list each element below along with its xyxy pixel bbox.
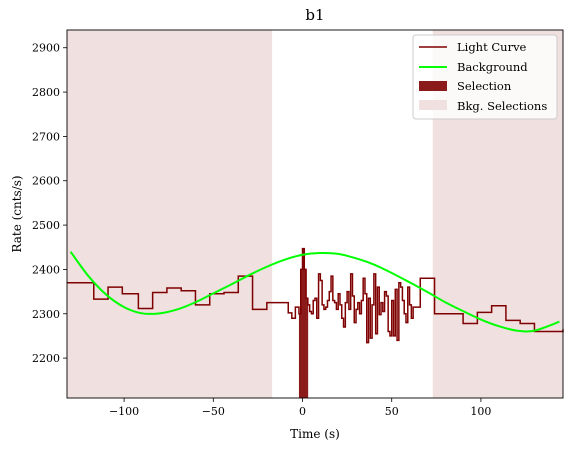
bkg-fill-bar: [223, 292, 239, 399]
bkg-fill-bar: [66, 282, 95, 399]
legend-light-curve-label: Light Curve: [457, 40, 527, 54]
y-axis: 2200 2300 2400 2500 2600 2700 2800 2900: [32, 42, 67, 365]
legend-frame: [412, 34, 558, 120]
legend-bkg-selections-swatch: [419, 100, 447, 110]
axes-frame: [66, 29, 564, 399]
bkg-fill-bar: [166, 287, 182, 399]
x-tick-label: 50: [385, 405, 399, 418]
selection-layer: [298, 248, 309, 398]
x-tick-label: 100: [470, 405, 491, 418]
legend-selection-swatch: [419, 81, 447, 91]
y-tick-label: 2700: [32, 130, 60, 143]
bkg-fill-bar: [448, 313, 464, 399]
bkg-fill-bar: [462, 323, 478, 399]
x-axis-label: Time (s): [290, 427, 340, 441]
legend-bkg-selections-label: Bkg. Selections: [457, 99, 547, 113]
bkg-fill-bar: [534, 331, 549, 399]
y-tick-label: 2300: [32, 308, 60, 321]
selection-bar: [302, 248, 305, 398]
x-axis: −100 −50 0 50 100: [109, 398, 491, 418]
chart-title: b1: [305, 6, 324, 24]
bkg-fill-bar: [195, 304, 210, 399]
y-tick-label: 2400: [32, 263, 60, 276]
legend-background-label: Background: [457, 60, 528, 74]
bkg-fill-bar: [238, 275, 253, 399]
bkg-fill-bar: [505, 320, 521, 399]
y-tick-label: 2600: [32, 175, 60, 188]
x-tick-label: −100: [109, 405, 139, 418]
x-tick-label: −50: [202, 405, 225, 418]
y-tick-label: 2500: [32, 219, 60, 232]
bkg-fill-bar: [548, 331, 564, 399]
selection-bar: [300, 269, 303, 398]
legend-selection-label: Selection: [457, 79, 512, 93]
selection-bar: [298, 313, 302, 398]
bkg-fill-bar: [93, 298, 109, 399]
bkg-fill-bar: [252, 309, 268, 399]
background-curve: [69, 251, 560, 333]
bkg-fill-bar: [491, 305, 507, 399]
y-tick-label: 2800: [32, 86, 60, 99]
y-tick-label: 2900: [32, 42, 60, 55]
selection-bar: [306, 298, 309, 398]
selection-bar: [304, 269, 307, 398]
legend: Light Curve Background Selection Bkg. Se…: [412, 34, 558, 120]
bkg-fill-bar: [519, 323, 535, 399]
bkg-fill-bar: [477, 312, 492, 399]
y-tick-label: 2200: [32, 352, 60, 365]
light-curve-line: [67, 247, 564, 344]
bkg-fill-bar: [434, 313, 450, 399]
bkg-fill-bar: [138, 308, 153, 399]
bkg-fill-bar: [152, 292, 168, 399]
bkg-fill-bar: [209, 293, 225, 399]
x-tick-label: 0: [299, 405, 306, 418]
y-axis-label: Rate (cnts/s): [10, 175, 24, 252]
